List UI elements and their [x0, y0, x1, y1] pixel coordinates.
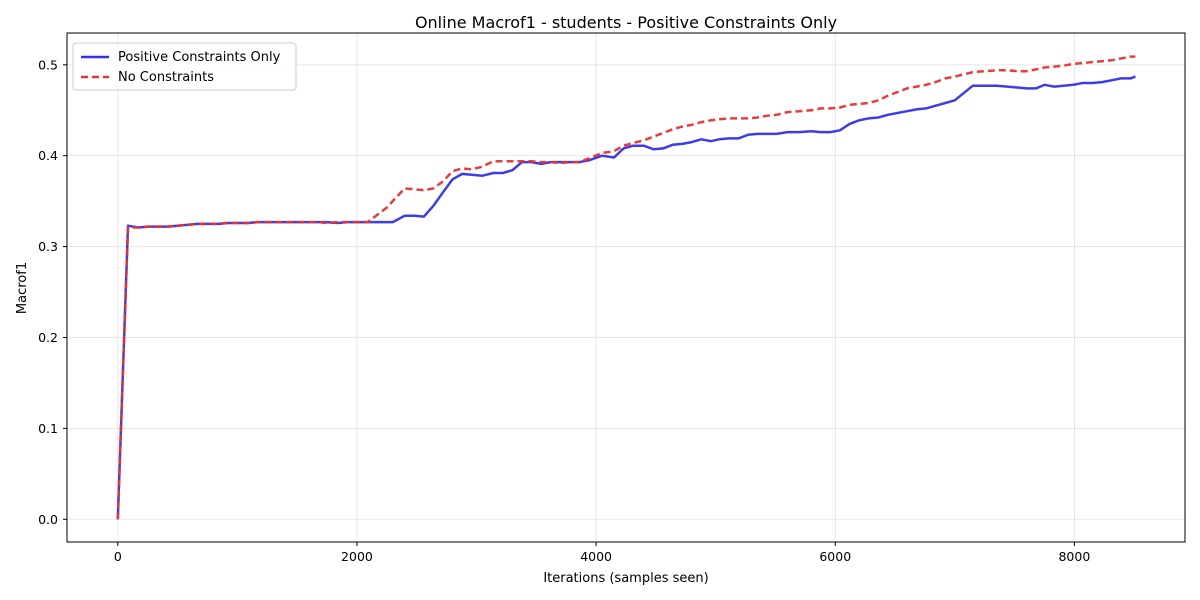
y-tick-label: 0.0 [38, 512, 58, 527]
x-tick-label: 6000 [819, 549, 851, 564]
legend-box [72, 42, 297, 91]
y-tick-label: 0.2 [38, 330, 58, 345]
x-tick-label: 0 [114, 549, 122, 564]
y-tick-label: 0.4 [38, 148, 58, 163]
axis-ticks: 0 2000 4000 6000 8000 0.0 0.1 0.2 0.3 0.4 0.5 [38, 57, 1090, 564]
legend: Positive Constraints Only No Constraints [72, 42, 297, 91]
x-axis-label: Iterations (samples seen) [543, 571, 708, 586]
grid [67, 33, 1185, 542]
legend-label-no-constraints: No Constraints [118, 70, 214, 85]
y-tick-label: 0.3 [38, 239, 58, 254]
series-layer [116, 55, 1136, 520]
y-tick-label: 0.1 [38, 421, 58, 436]
x-tick-label: 4000 [580, 549, 612, 564]
legend-label-positive-constraints: Positive Constraints Only [118, 50, 281, 65]
x-tick-label: 8000 [1058, 549, 1090, 564]
x-tick-label: 2000 [341, 549, 373, 564]
plot-frame [66, 32, 1186, 543]
series-line-no-constraints [116, 55, 1136, 520]
chart-title: Online Macrof1 - students - Positive Con… [415, 13, 837, 32]
y-tick-label: 0.5 [38, 57, 58, 72]
y-axis-label: Macrof1 [15, 262, 30, 314]
